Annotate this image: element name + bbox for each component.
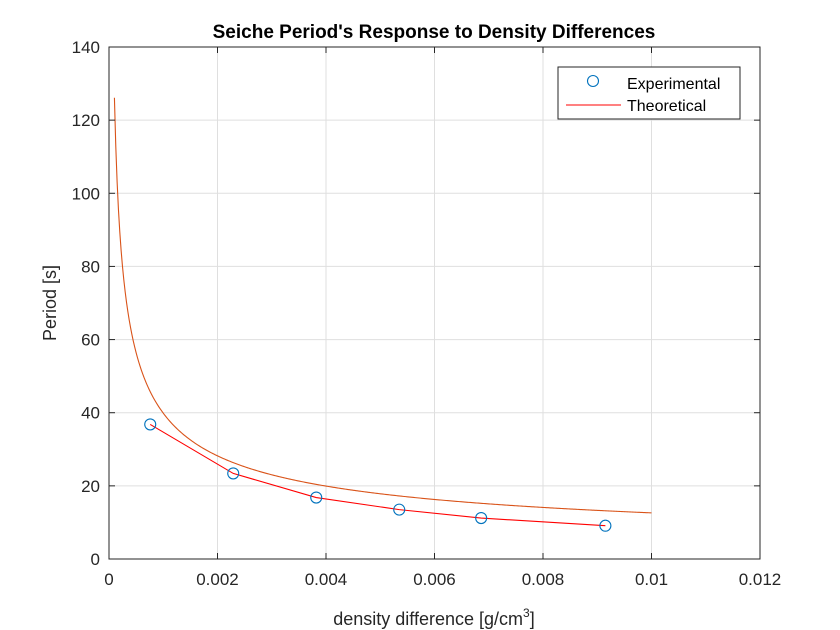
grid	[109, 47, 760, 559]
chart-title: Seiche Period's Response to Density Diff…	[213, 22, 656, 43]
x-tick-label: 0.004	[305, 570, 348, 589]
experimental-point	[310, 491, 323, 504]
x-tick-label: 0.008	[522, 570, 565, 589]
legend-theoretical-label: Theoretical	[627, 98, 706, 115]
experimental-line	[149, 423, 606, 527]
axes-box	[108, 46, 761, 560]
series-layer	[113, 97, 652, 532]
experimental-point	[227, 467, 240, 480]
y-tick-label: 120	[72, 111, 100, 130]
y-tick-label: 0	[91, 550, 100, 569]
y-tick-label: 20	[81, 477, 100, 496]
experimental-point	[144, 418, 157, 431]
experimental-point	[599, 519, 612, 532]
x-axis-label-suffix: ]	[530, 609, 535, 629]
y-tick-label: 40	[81, 404, 100, 423]
x-tick-label: 0.012	[739, 570, 782, 589]
y-tick-labels: 0 20 40 60 80 100 120 140	[72, 38, 100, 569]
x-axis-label-main: density difference [g/cm	[333, 609, 523, 629]
experimental-point	[475, 511, 488, 525]
axes-frame	[108, 46, 761, 560]
x-tick-label: 0.006	[413, 570, 456, 589]
x-tick-labels: 0 0.002 0.004 0.006 0.008 0.01 0.012	[104, 570, 781, 589]
legend-box	[557, 66, 741, 120]
x-tick-label: 0.002	[196, 570, 239, 589]
y-tick-label: 100	[72, 184, 100, 203]
x-tick-label: 0.01	[635, 570, 668, 589]
legend: Experimental Theoretical	[557, 66, 741, 120]
y-tick-label: 80	[81, 257, 100, 276]
x-tick-label: 0	[104, 570, 113, 589]
x-axis-label-superscript: 3	[523, 606, 530, 620]
theoretical-curve	[113, 97, 652, 514]
y-tick-label: 140	[72, 38, 100, 57]
y-tick-label: 60	[81, 331, 100, 350]
x-axis-label: density difference [g/cm3]	[333, 606, 534, 629]
legend-experimental-marker	[586, 74, 600, 88]
legend-experimental-label: Experimental	[627, 76, 720, 93]
experimental-point	[393, 503, 406, 516]
y-axis-label: Period [s]	[40, 265, 60, 341]
